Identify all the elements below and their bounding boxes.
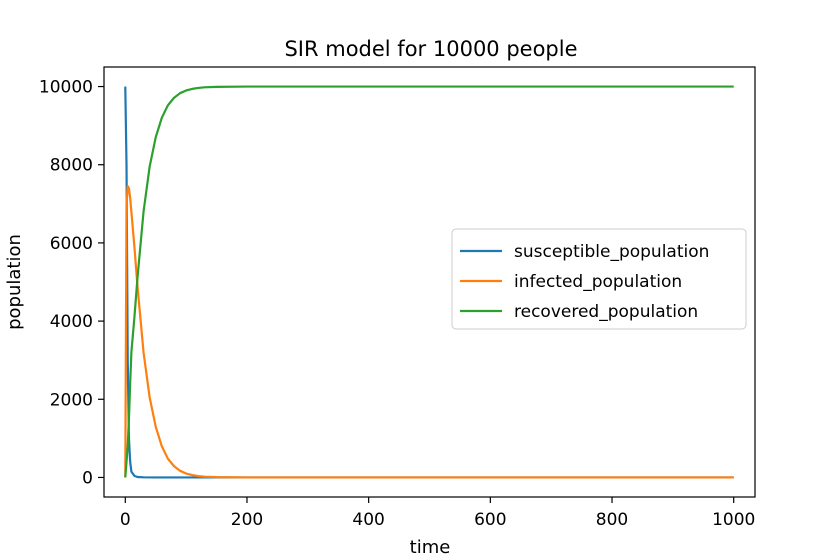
x-tick-label-1: 200 bbox=[231, 510, 263, 530]
x-tick-label-2: 400 bbox=[352, 510, 384, 530]
y-tick-label-4: 8000 bbox=[50, 156, 93, 176]
y-tick-label-5: 10000 bbox=[39, 78, 93, 98]
y-axis-label: population bbox=[4, 234, 25, 330]
x-tick-label-0: 0 bbox=[120, 510, 131, 530]
y-tick-label-1: 2000 bbox=[50, 390, 93, 410]
legend-box bbox=[451, 228, 747, 330]
legend-label-0: susceptible_population bbox=[514, 242, 709, 262]
series-line-2 bbox=[124, 85, 734, 478]
x-tick-label-4: 800 bbox=[596, 510, 628, 530]
chart-title: SIR model for 10000 people bbox=[284, 37, 577, 61]
y-tick-label-2: 4000 bbox=[50, 312, 93, 332]
y-tick-label-0: 0 bbox=[82, 468, 93, 488]
series-line-1 bbox=[124, 185, 734, 479]
legend: susceptible_population infected_populatio… bbox=[451, 228, 747, 330]
x-tick-label-3: 600 bbox=[474, 510, 506, 530]
x-tick-label-5: 1000 bbox=[712, 510, 755, 530]
y-axis-ticks: 0 2000 4000 6000 8000 10000 bbox=[39, 78, 104, 488]
legend-label-1: infected_population bbox=[514, 272, 682, 292]
plot-frame bbox=[103, 66, 756, 498]
y-tick-label-3: 6000 bbox=[50, 234, 93, 254]
x-axis-ticks: 0 200 400 600 800 1000 bbox=[120, 497, 755, 530]
legend-label-2: recovered_population bbox=[514, 302, 698, 322]
series-layer bbox=[124, 85, 734, 479]
x-axis-label: time bbox=[410, 537, 451, 558]
